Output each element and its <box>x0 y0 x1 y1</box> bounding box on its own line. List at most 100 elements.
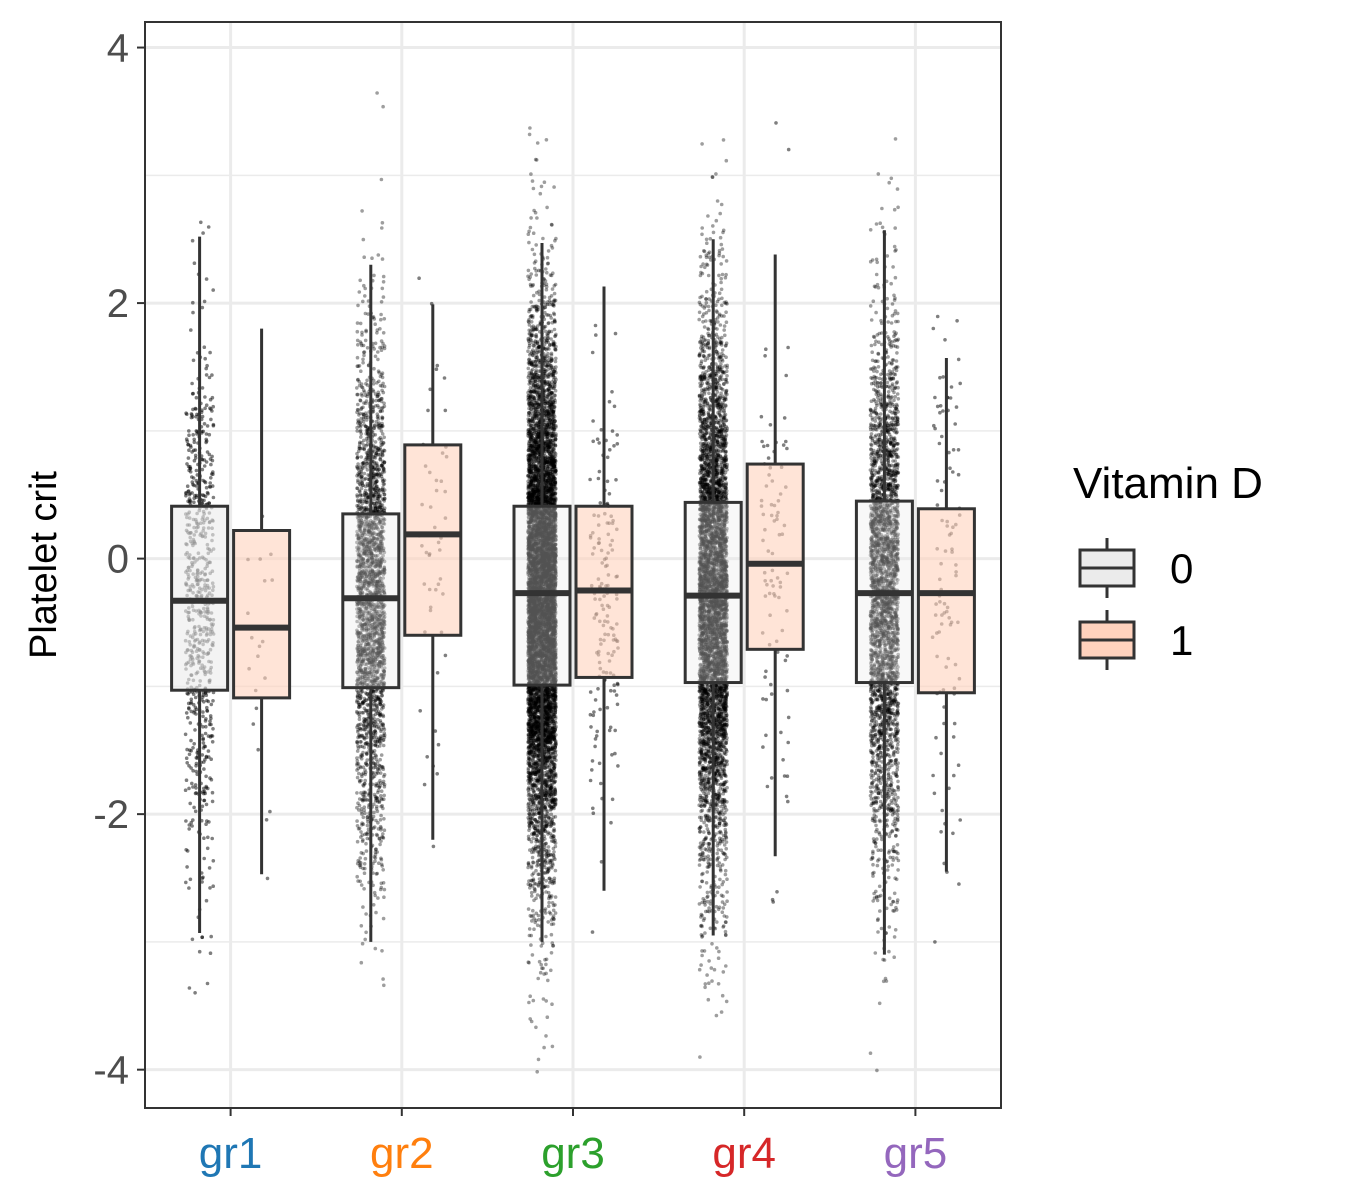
data-point <box>360 385 364 389</box>
data-point <box>360 772 364 777</box>
data-point <box>372 855 377 859</box>
data-point <box>359 727 363 732</box>
data-point <box>190 392 195 396</box>
data-point <box>371 713 376 718</box>
data-point <box>363 311 368 316</box>
data-point <box>374 757 379 762</box>
data-point <box>201 736 205 741</box>
data-point <box>363 778 368 783</box>
data-point <box>187 986 192 990</box>
data-point <box>376 350 380 354</box>
data-point <box>372 703 377 708</box>
data-point <box>535 1070 539 1074</box>
data-point <box>194 395 199 400</box>
data-point <box>379 753 384 757</box>
data-point <box>375 804 379 809</box>
data-point <box>365 482 370 486</box>
data-point <box>378 818 383 822</box>
data-point <box>190 824 194 828</box>
data-point <box>205 424 210 428</box>
data-point <box>550 287 555 291</box>
data-point <box>356 455 360 459</box>
data-point <box>204 822 208 826</box>
data-point <box>193 728 197 732</box>
data-point <box>355 791 359 795</box>
data-point <box>378 842 382 847</box>
data-point <box>362 477 367 482</box>
data-point <box>379 177 384 182</box>
data-point <box>376 820 380 825</box>
data-point <box>359 420 363 424</box>
data-point <box>361 822 366 826</box>
data-point <box>187 827 191 831</box>
data-point <box>382 828 387 832</box>
data-point <box>362 862 367 866</box>
data-point <box>207 375 212 380</box>
jitter-points <box>183 91 962 1074</box>
data-point <box>375 394 380 399</box>
data-point <box>364 455 369 460</box>
data-point <box>374 795 379 800</box>
data-point <box>356 505 361 510</box>
data-point <box>361 237 366 242</box>
data-point <box>184 778 189 782</box>
data-point <box>364 329 368 334</box>
data-point <box>184 819 188 823</box>
data-point <box>192 710 196 715</box>
data-point <box>364 732 369 737</box>
data-point <box>200 753 205 757</box>
data-point <box>374 832 379 837</box>
data-point <box>382 983 386 988</box>
data-point <box>206 225 211 229</box>
data-point <box>376 422 381 427</box>
data-point <box>355 698 360 703</box>
data-point <box>355 756 359 760</box>
data-point <box>359 455 364 459</box>
data-point <box>374 709 379 713</box>
data-point <box>380 221 385 225</box>
data-point <box>211 727 215 731</box>
data-point <box>382 435 387 440</box>
data-point <box>194 761 199 766</box>
data-point <box>355 355 360 360</box>
data-point <box>370 256 374 261</box>
grid-major <box>145 22 1001 1108</box>
data-point <box>360 501 365 506</box>
data-point <box>210 790 215 795</box>
data-point <box>382 317 387 321</box>
data-point <box>378 447 383 452</box>
data-point <box>203 731 208 736</box>
data-point <box>549 922 554 927</box>
data-point <box>357 717 362 722</box>
data-point <box>378 824 383 829</box>
data-point <box>381 405 385 410</box>
data-point <box>358 440 362 445</box>
data-point <box>207 866 212 870</box>
data-point <box>381 713 385 718</box>
data-point <box>361 815 366 820</box>
data-point <box>200 386 205 390</box>
data-point <box>534 273 539 277</box>
data-point <box>204 898 209 903</box>
data-point <box>206 835 210 840</box>
data-point <box>372 825 377 829</box>
data-point <box>187 752 192 757</box>
data-point <box>191 300 195 305</box>
data-point <box>377 785 382 790</box>
data-point <box>202 798 206 803</box>
data-point <box>193 453 198 458</box>
data-point <box>381 331 386 335</box>
data-point <box>191 358 196 363</box>
data-point <box>382 895 386 899</box>
data-point <box>200 880 204 884</box>
data-point <box>205 846 210 851</box>
data-point <box>355 386 359 390</box>
data-point <box>361 905 365 909</box>
data-point <box>379 885 384 890</box>
data-point <box>381 743 386 748</box>
data-point <box>381 470 385 474</box>
data-point <box>358 722 363 727</box>
data-point <box>378 736 383 740</box>
data-point <box>204 774 208 779</box>
data-point <box>185 462 189 466</box>
